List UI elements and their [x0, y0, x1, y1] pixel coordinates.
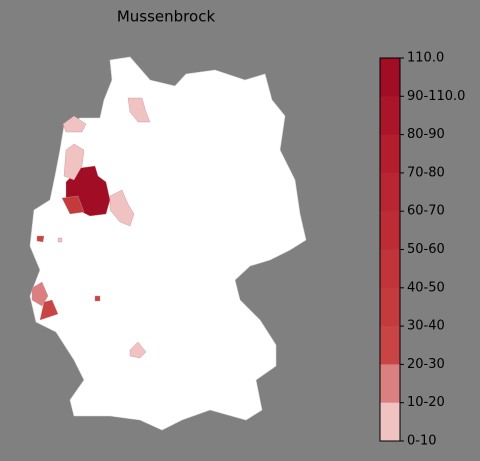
colorbar-band [380, 134, 400, 174]
germany-map [29, 56, 307, 431]
colorbar-band [380, 172, 400, 212]
colorbar-label: 80-90 [407, 127, 445, 142]
region [57, 237, 63, 243]
colorbar-label: 30-40 [407, 319, 445, 334]
region [62, 115, 87, 133]
colorbar-band [380, 402, 400, 442]
region [63, 143, 85, 181]
colorbar-label: 110.0 [407, 51, 444, 66]
country-outline [29, 56, 307, 431]
colorbar-label: 90-110.0 [407, 89, 465, 104]
regions [31, 97, 151, 359]
colorbar-band [380, 96, 400, 136]
colorbar-band [380, 211, 400, 250]
region [127, 97, 151, 123]
colorbar: 110.0 90-110.0 80-90 70-80 60-70 50-60 40-50 30… [379, 51, 465, 449]
colorbar-label: 0-10 [407, 434, 437, 449]
colorbar-label: 50-60 [407, 242, 445, 257]
map-title: Mussenbrock [117, 8, 216, 26]
colorbar-label: 70-80 [407, 165, 445, 180]
region [109, 189, 135, 227]
region [36, 235, 45, 243]
colorbar-label: 40-50 [407, 280, 445, 295]
colorbar-label: 10-20 [407, 395, 445, 410]
colorbar-band [380, 249, 400, 289]
colorbar-band [380, 364, 400, 404]
region [94, 295, 101, 302]
region [129, 341, 147, 359]
region [61, 195, 85, 215]
region [39, 299, 59, 321]
colorbar-label: 60-70 [407, 204, 445, 219]
colorbar-band [380, 326, 400, 365]
colorbar-band [380, 58, 400, 97]
colorbar-label: 20-30 [407, 357, 445, 372]
colorbar-band [380, 287, 400, 327]
region [31, 281, 49, 307]
